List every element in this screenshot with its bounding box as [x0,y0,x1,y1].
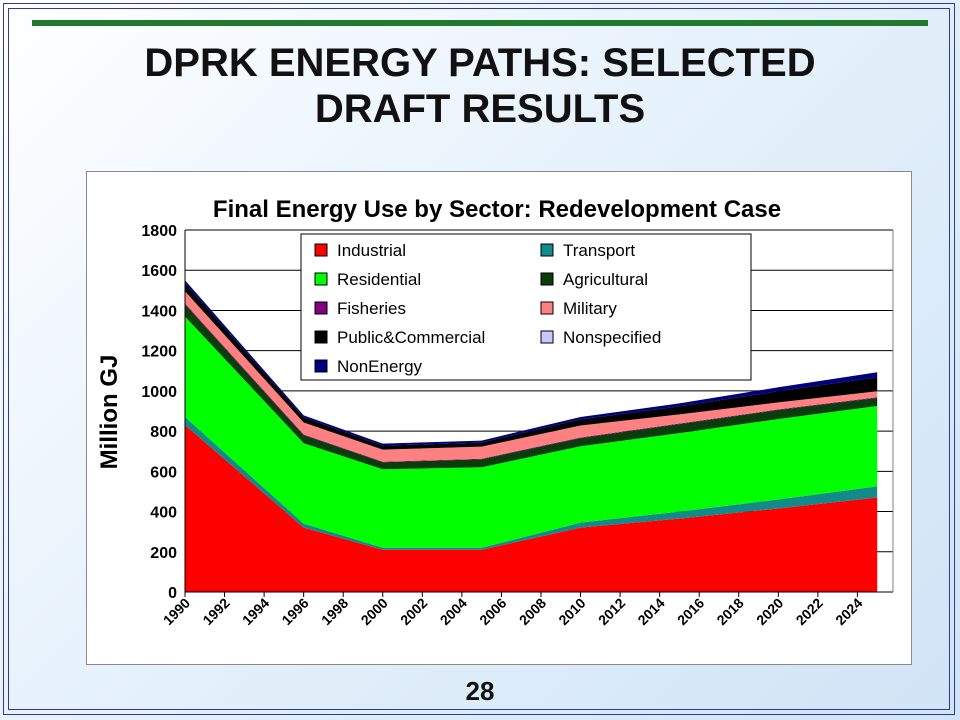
area-series-residential [185,316,878,548]
y-tick-label: 1200 [141,344,177,361]
legend-swatch [314,330,328,344]
legend-label: Military [563,299,617,318]
legend-swatch [540,301,554,315]
slide-title-line-2: DRAFT RESULTS [314,87,646,131]
slide-outer-border [3,3,955,715]
chart-container: Final Energy Use by Sector: Redevelopmen… [86,171,912,665]
y-tick-label: 200 [150,545,177,562]
legend-label: Transport [563,241,635,260]
legend-swatch [540,243,554,257]
y-tick-label: 1000 [141,384,177,401]
x-tick-label: 2004 [437,595,470,628]
legend-label: Public&Commercial [337,328,485,347]
y-tick-label: 1400 [141,303,177,320]
x-tick-label: 2024 [832,595,865,628]
legend: Industrial Transport Residential Agricultur… [300,233,752,381]
x-tick-label: 2014 [634,595,667,628]
y-tick-label: 800 [150,424,177,441]
x-tick-label: 2016 [674,595,707,628]
x-tick-label: 2006 [476,595,509,628]
area-series-agricultural [185,304,878,470]
x-tick-label: 2000 [358,595,391,628]
legend-swatch [540,330,554,344]
legend-label: Nonspecified [563,328,661,347]
legend-swatch [314,301,328,315]
y-tick-label: 1600 [141,263,177,280]
x-tick-label: 2008 [516,595,549,628]
slide-title: DPRK ENERGY PATHS: SELECTED DRAFT RESULT… [0,40,960,132]
x-tick-label: 2010 [555,595,588,628]
x-tick-label: 2012 [595,595,628,628]
y-tick-label: 1800 [141,223,177,240]
legend-label: NonEnergy [337,357,423,376]
legend-swatch [314,243,328,257]
y-tick-label: 600 [150,464,177,481]
area-chart: Final Energy Use by Sector: Redevelopmen… [96,196,894,628]
slide-inner-border [8,8,950,710]
y-axis-label: Million GJ [96,355,123,470]
area-series-public-commercial [185,283,878,450]
y-tick-label: 400 [150,505,177,522]
x-tick-label: 2020 [753,595,786,628]
legend-label: Agricultural [563,270,648,289]
x-tick-label: 2022 [793,595,826,628]
y-tick-label: 0 [168,585,177,602]
slide-title-line-1: DPRK ENERGY PATHS: SELECTED [144,41,816,85]
y-tick-labels: 0 200 400 600 800 1000 1200 1400 1600 1800 [141,223,177,602]
x-tick-label: 1994 [239,595,272,628]
legend-label: Industrial [337,241,406,260]
axes [184,230,894,593]
area-series-military [185,291,878,462]
legend-box [300,233,752,381]
area-series-layer [185,280,878,592]
x-tick-label: 1990 [160,595,193,628]
legend-label: Residential [337,270,421,289]
title-rule [32,20,928,26]
page-number: 28 [465,676,495,706]
chart-title: Final Energy Use by Sector: Redevelopmen… [213,196,781,223]
legend-swatch [540,272,554,286]
x-tick-label: 2002 [397,595,430,628]
x-tick-label: 1992 [199,595,232,628]
legend-swatch [314,272,328,286]
legend-swatch [314,359,328,373]
x-tick-label: 1996 [278,595,311,628]
x-tick-label: 2018 [713,595,746,628]
area-series-industrial [185,425,878,592]
legend-label: Fisheries [337,299,406,318]
x-tick-labels: 1990 1992 1994 1996 1998 2000 2002 2004 2006 2008… [160,592,866,628]
x-tick-label: 1998 [318,595,351,628]
